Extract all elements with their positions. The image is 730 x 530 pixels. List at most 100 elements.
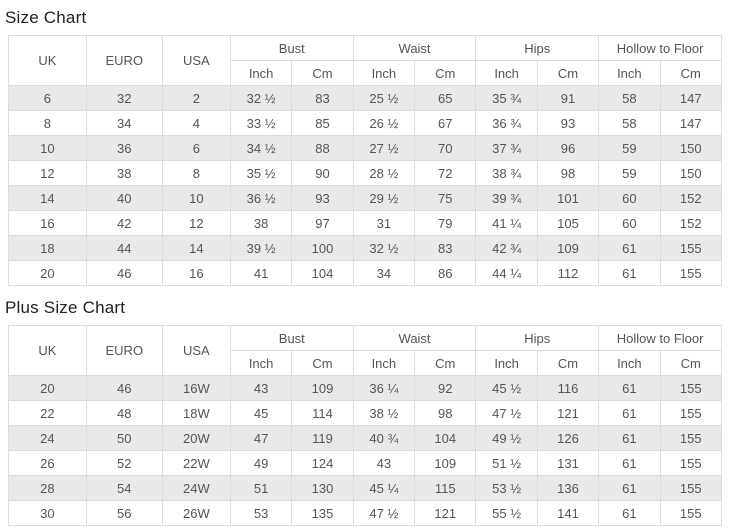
table-cell: 38 (85, 160, 163, 186)
table-cell: 104 (291, 260, 354, 286)
table-cell: 32 ½ (229, 85, 293, 111)
table-cell: 44 ¼ (475, 260, 538, 286)
table-cell: 29 ½ (352, 185, 416, 211)
table-cell: 26 ½ (352, 110, 416, 136)
table-row: 12 38 8 35 ½ 90 28 ½ 72 38 ¾ 98 59 150 (8, 160, 723, 186)
table-cell: 38 ½ (352, 400, 416, 426)
size-chart-section: Size Chart UK EURO USA Bust Waist Hips Hollow … (5, 8, 723, 286)
column-header-bust: Bust (229, 35, 354, 61)
table-cell: 24 (8, 425, 87, 451)
table-cell: 46 (85, 260, 163, 286)
table-cell: 43 (352, 450, 416, 476)
table-cell: 147 (659, 85, 723, 111)
plus-size-chart-title: Plus Size Chart (5, 298, 126, 317)
table-cell: 36 ¾ (475, 110, 538, 136)
table-cell: 49 ½ (475, 425, 538, 451)
unit-header-inch: Inch (352, 350, 416, 376)
table-cell: 70 (414, 135, 477, 161)
table-cell: 61 (598, 475, 661, 501)
table-cell: 109 (291, 375, 354, 401)
table-cell: 49 (229, 450, 293, 476)
table-cell: 135 (291, 500, 354, 526)
table-cell: 24W (161, 475, 231, 501)
table-cell: 90 (291, 160, 354, 186)
table-cell: 155 (659, 400, 723, 426)
unit-header-inch: Inch (598, 350, 661, 376)
unit-header-cm: Cm (291, 350, 354, 376)
table-cell: 37 ¾ (475, 135, 538, 161)
table-row: 16 42 12 38 97 31 79 41 ¼ 105 60 152 (8, 210, 723, 236)
table-cell: 36 (85, 135, 163, 161)
table-cell: 20W (161, 425, 231, 451)
table-cell: 36 ½ (229, 185, 293, 211)
table-cell: 56 (85, 500, 163, 526)
table-cell: 83 (291, 85, 354, 111)
table-cell: 16W (161, 375, 231, 401)
table-cell: 119 (291, 425, 354, 451)
column-header-hollow-to-floor: Hollow to Floor (598, 35, 722, 61)
table-cell: 45 ¼ (352, 475, 416, 501)
table-cell: 105 (536, 210, 600, 236)
size-chart-title: Size Chart (5, 8, 87, 27)
table-cell: 14 (8, 185, 87, 211)
table-cell: 97 (291, 210, 354, 236)
table-cell: 155 (659, 235, 723, 261)
table-cell: 32 (85, 85, 163, 111)
column-header-euro: EURO (85, 325, 163, 376)
table-cell: 26 (8, 450, 87, 476)
table-cell: 155 (659, 450, 723, 476)
table-row: 6 32 2 32 ½ 83 25 ½ 65 35 ¾ 91 58 147 (8, 85, 723, 111)
table-body: 6 32 2 32 ½ 83 25 ½ 65 35 ¾ 91 58 147 8 34 4 33 ½ 85 26 … (8, 85, 723, 286)
column-header-hips: Hips (475, 35, 600, 61)
table-cell: 65 (414, 85, 477, 111)
table-cell: 88 (291, 135, 354, 161)
table-cell: 100 (291, 235, 354, 261)
table-cell: 53 ½ (475, 475, 538, 501)
table-cell: 39 ¾ (475, 185, 538, 211)
table-cell: 38 (229, 210, 293, 236)
table-cell: 109 (536, 235, 600, 261)
column-header-hollow-to-floor: Hollow to Floor (598, 325, 722, 351)
table-cell: 116 (536, 375, 600, 401)
unit-header-cm: Cm (536, 350, 600, 376)
table-cell: 47 ½ (475, 400, 538, 426)
table-cell: 18 (8, 235, 87, 261)
table-cell: 141 (536, 500, 600, 526)
table-cell: 12 (8, 160, 87, 186)
unit-header-inch: Inch (229, 350, 293, 376)
table-cell: 2 (161, 85, 231, 111)
table-cell: 83 (414, 235, 477, 261)
table-cell: 41 ¼ (475, 210, 538, 236)
table-cell: 22 (8, 400, 87, 426)
unit-header-cm: Cm (536, 60, 600, 86)
table-cell: 53 (229, 500, 293, 526)
table-cell: 92 (414, 375, 477, 401)
table-cell: 34 ½ (229, 135, 293, 161)
table-row: 20 46 16 41 104 34 86 44 ¼ 112 61 155 (8, 260, 723, 286)
column-header-euro: EURO (85, 35, 163, 86)
table-cell: 155 (659, 500, 723, 526)
table-cell: 45 (229, 400, 293, 426)
table-cell: 45 ½ (475, 375, 538, 401)
table-cell: 35 ¾ (475, 85, 538, 111)
table-cell: 50 (85, 425, 163, 451)
table-cell: 8 (8, 110, 87, 136)
table-cell: 150 (659, 160, 723, 186)
table-cell: 51 (229, 475, 293, 501)
table-cell: 43 (229, 375, 293, 401)
table-cell: 59 (598, 160, 661, 186)
table-cell: 96 (536, 135, 600, 161)
table-cell: 8 (161, 160, 231, 186)
table-cell: 42 (85, 210, 163, 236)
table-cell: 52 (85, 450, 163, 476)
column-header-uk: UK (8, 35, 87, 86)
table-cell: 36 ¼ (352, 375, 416, 401)
unit-header-cm: Cm (291, 60, 354, 86)
table-cell: 126 (536, 425, 600, 451)
table-cell: 155 (659, 375, 723, 401)
table-cell: 112 (536, 260, 600, 286)
table-cell: 42 ¾ (475, 235, 538, 261)
table-cell: 61 (598, 500, 661, 526)
table-cell: 121 (414, 500, 477, 526)
